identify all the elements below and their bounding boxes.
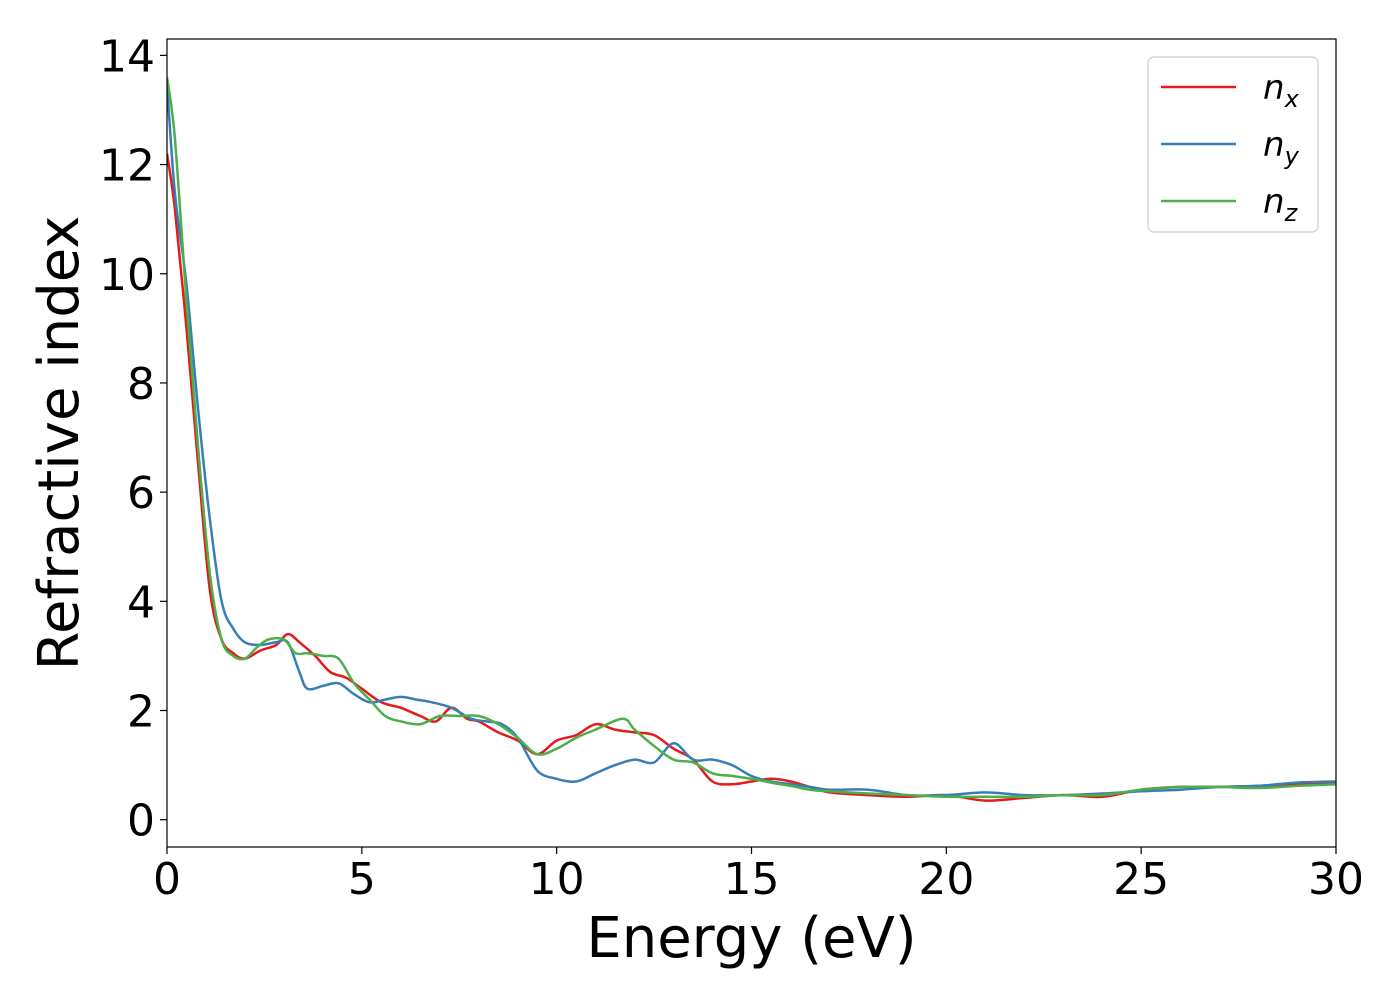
legend: nx ny nz bbox=[1147, 56, 1319, 233]
x-tick-label: 15 bbox=[724, 854, 780, 905]
series-line-x bbox=[167, 153, 1336, 802]
x-tick-label: 5 bbox=[348, 854, 376, 905]
y-tick-label: 8 bbox=[127, 359, 155, 410]
x-tick-label: 25 bbox=[1113, 854, 1169, 905]
y-tick-label: 14 bbox=[99, 31, 155, 82]
y-tick-label: 4 bbox=[127, 577, 155, 628]
x-tick-label: 20 bbox=[918, 854, 974, 905]
x-axis-label: Energy (eV) bbox=[586, 906, 916, 971]
series-line-z bbox=[167, 77, 1336, 799]
legend-label-z: nz bbox=[1263, 182, 1299, 227]
legend-label-x: nx bbox=[1263, 68, 1300, 113]
y-tick-label: 2 bbox=[127, 687, 155, 738]
x-tick-label: 10 bbox=[529, 854, 585, 905]
axis-ticks: 0 5 10 15 20 25 30 0 2 4 6 8 10 12 14 bbox=[99, 31, 1364, 905]
y-tick-label: 6 bbox=[127, 468, 155, 519]
y-axis-label: Refractive index bbox=[27, 216, 92, 671]
series-lines bbox=[167, 77, 1336, 802]
legend-label-y: ny bbox=[1263, 125, 1300, 170]
y-tick-label: 0 bbox=[127, 796, 155, 847]
y-tick-label: 12 bbox=[99, 141, 155, 192]
y-tick-label: 10 bbox=[99, 250, 155, 301]
x-tick-label: 0 bbox=[153, 854, 181, 905]
x-tick-label: 30 bbox=[1308, 854, 1364, 905]
